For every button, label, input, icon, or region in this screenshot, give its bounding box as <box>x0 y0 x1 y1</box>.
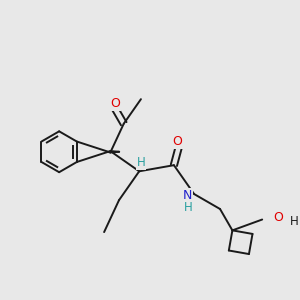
Text: O: O <box>273 211 283 224</box>
Text: O: O <box>110 97 120 110</box>
Text: H: H <box>290 215 299 228</box>
Text: H: H <box>136 156 145 169</box>
Text: H: H <box>183 201 192 214</box>
Text: O: O <box>172 135 182 148</box>
Text: N: N <box>183 189 193 202</box>
